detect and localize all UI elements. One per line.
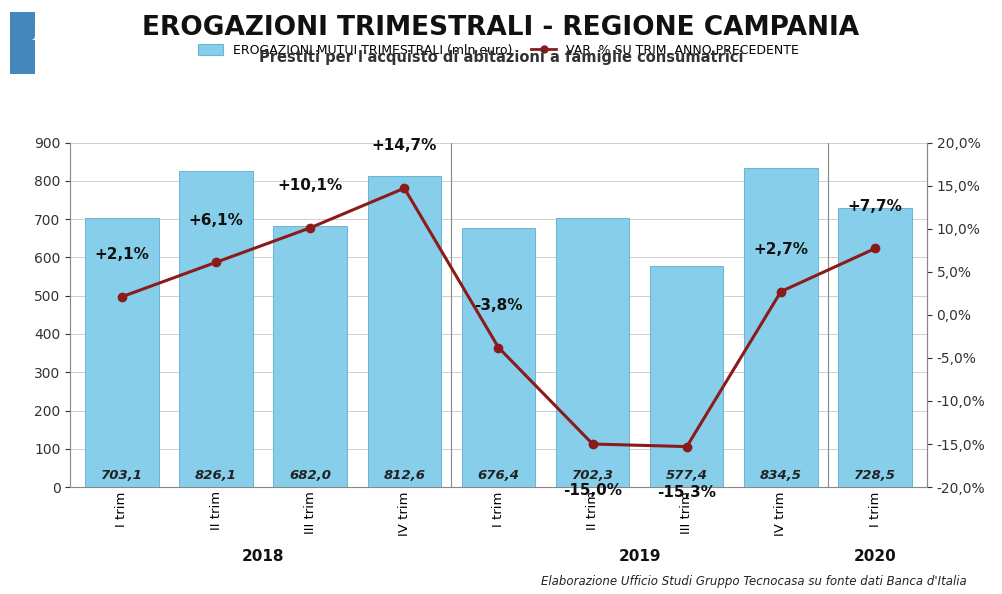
Text: 682,0: 682,0 bbox=[290, 469, 332, 482]
Text: +2,1%: +2,1% bbox=[94, 247, 149, 262]
Bar bbox=[839, 208, 912, 487]
Legend: EROGAZIONI MUTUI TRIMESTRALI (mln euro), VAR. % SU TRIM. ANNO PRECEDENTE: EROGAZIONI MUTUI TRIMESTRALI (mln euro),… bbox=[193, 39, 804, 62]
Text: 2019: 2019 bbox=[618, 549, 661, 564]
Text: 2020: 2020 bbox=[854, 549, 897, 564]
Text: +2,7%: +2,7% bbox=[754, 242, 809, 257]
Text: 834,5: 834,5 bbox=[760, 469, 802, 482]
Text: +6,1%: +6,1% bbox=[188, 213, 243, 228]
Text: +10,1%: +10,1% bbox=[278, 178, 343, 193]
Text: Prestiti per l'acquisto di abitazioni a famiglie consumatrici: Prestiti per l'acquisto di abitazioni a … bbox=[259, 50, 743, 65]
Text: 826,1: 826,1 bbox=[195, 469, 237, 482]
Text: +7,7%: +7,7% bbox=[848, 199, 903, 214]
Text: +14,7%: +14,7% bbox=[372, 138, 437, 153]
Bar bbox=[10, 12, 35, 74]
Bar bbox=[274, 226, 347, 487]
Text: -15,0%: -15,0% bbox=[563, 483, 622, 498]
Text: -15,3%: -15,3% bbox=[657, 485, 716, 501]
Text: 702,3: 702,3 bbox=[571, 469, 613, 482]
Bar bbox=[368, 176, 441, 487]
Bar bbox=[462, 228, 535, 487]
Bar bbox=[556, 218, 629, 487]
Bar bbox=[744, 168, 818, 487]
Text: MEDIAZIONE CREDITIZIA: MEDIAZIONE CREDITIZIA bbox=[47, 60, 100, 64]
Bar bbox=[650, 266, 723, 487]
Text: KìRON®: KìRON® bbox=[33, 27, 114, 44]
Bar bbox=[179, 171, 253, 487]
Bar bbox=[85, 218, 158, 487]
Text: 728,5: 728,5 bbox=[854, 469, 896, 482]
Text: Elaborazione Ufficio Studi Gruppo Tecnocasa su fonte dati Banca d'Italia: Elaborazione Ufficio Studi Gruppo Tecnoc… bbox=[541, 575, 967, 588]
Text: 703,1: 703,1 bbox=[101, 469, 143, 482]
Text: 812,6: 812,6 bbox=[384, 469, 426, 482]
Text: 577,4: 577,4 bbox=[665, 469, 707, 482]
Text: 2018: 2018 bbox=[241, 549, 285, 564]
Text: EROGAZIONI TRIMESTRALI - REGIONE CAMPANIA: EROGAZIONI TRIMESTRALI - REGIONE CAMPANI… bbox=[142, 15, 860, 41]
Text: -3,8%: -3,8% bbox=[474, 298, 523, 313]
Text: 676,4: 676,4 bbox=[478, 469, 519, 482]
